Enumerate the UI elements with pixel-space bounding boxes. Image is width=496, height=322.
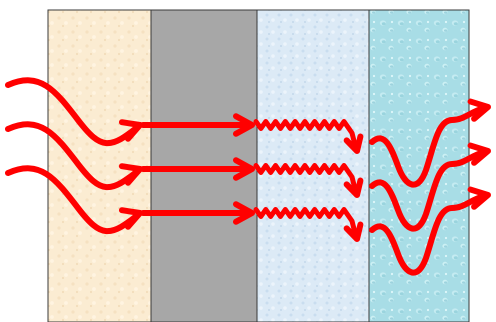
wave-arrows [5, 77, 491, 276]
wave-segment [369, 105, 487, 188]
arrowhead [343, 221, 364, 242]
arrowhead [467, 142, 491, 166]
arrowhead [343, 133, 364, 154]
curved-entry-segment [5, 77, 143, 147]
arrowhead [233, 157, 255, 181]
wave-segment [369, 149, 487, 232]
wave-segment [369, 193, 487, 276]
arrowhead [233, 201, 255, 225]
zigzag-segment [253, 163, 359, 196]
arrowhead [467, 186, 491, 210]
zigzag-segment [253, 207, 359, 240]
arrowhead [467, 98, 491, 122]
arrow-middle [5, 121, 491, 232]
arrow-top [5, 77, 491, 188]
arrow-bottom [5, 165, 491, 276]
curved-entry-segment [5, 121, 143, 191]
arrowhead [343, 177, 364, 198]
curved-entry-segment [5, 165, 143, 235]
arrowhead [233, 113, 255, 137]
zigzag-segment [253, 119, 359, 152]
